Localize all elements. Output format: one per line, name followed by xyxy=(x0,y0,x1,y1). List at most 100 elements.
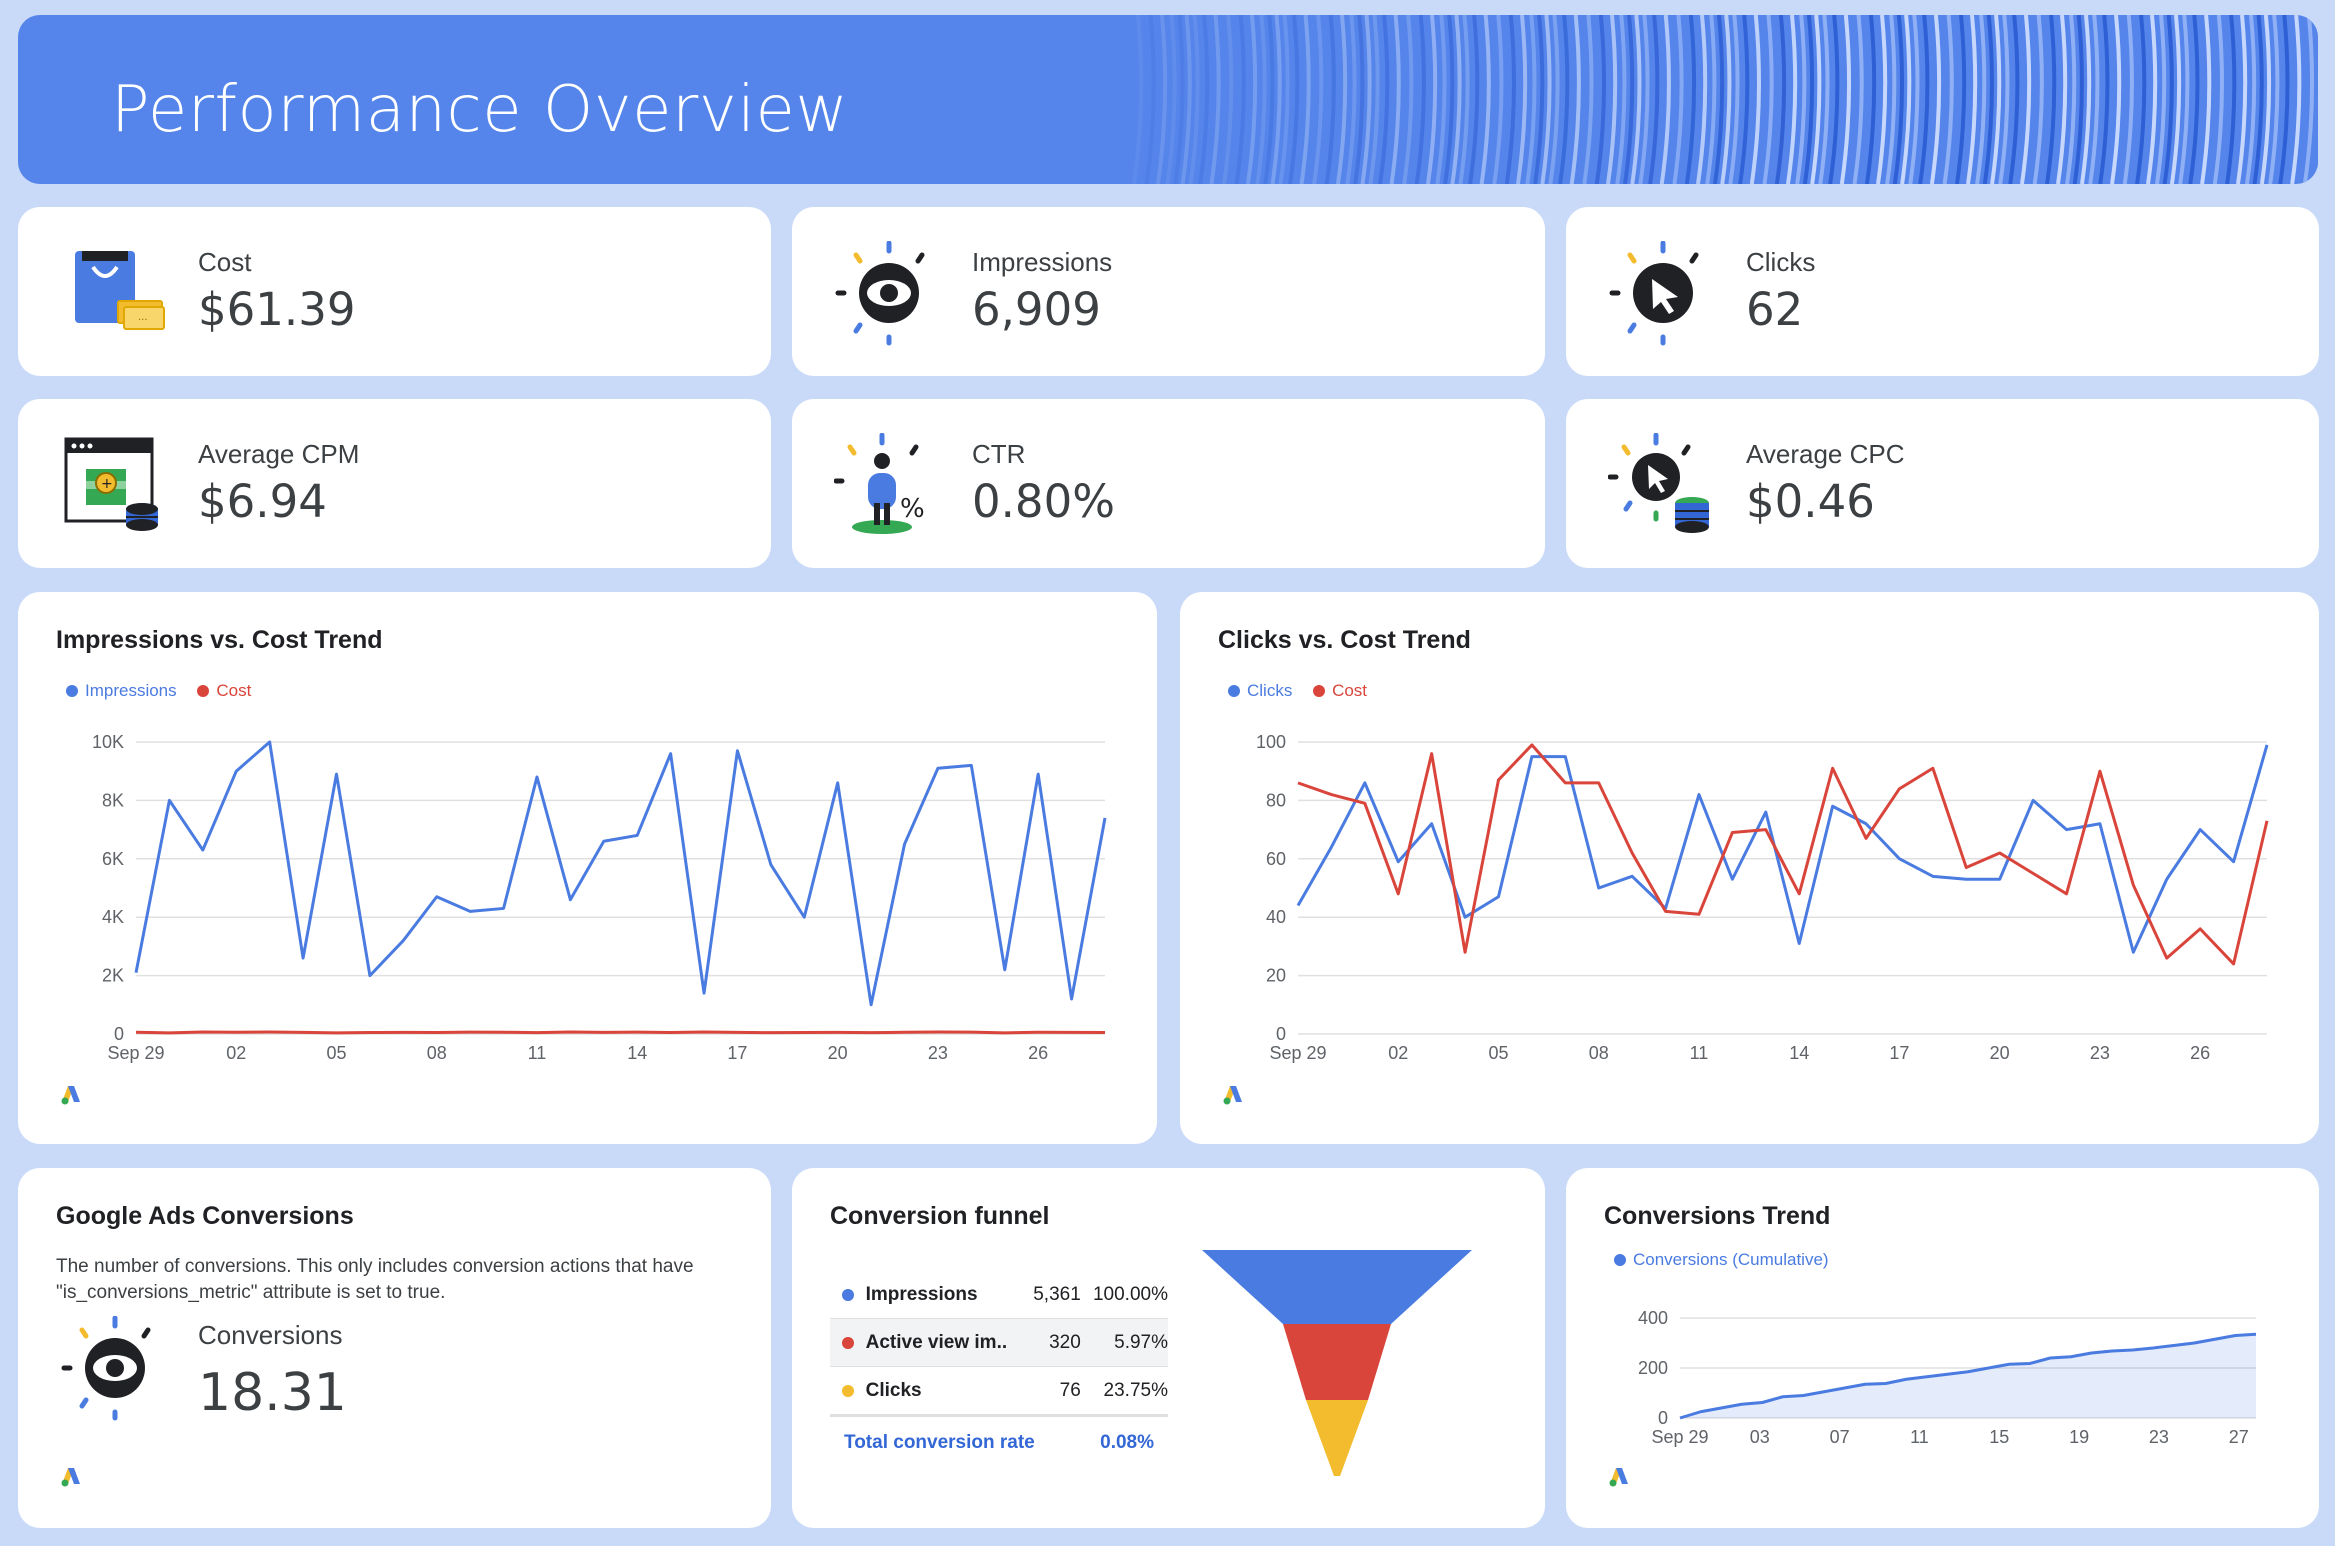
kpi-value: 62 xyxy=(1746,283,1804,336)
y-tick-label: 0 xyxy=(1276,1024,1286,1044)
x-tick-label: 19 xyxy=(2069,1427,2089,1447)
funnel-step-pct: 5.97% xyxy=(1114,1331,1168,1353)
header-banner: Performance Overview xyxy=(18,15,2318,184)
kpi-value: 0.80% xyxy=(972,475,1115,528)
y-tick-label: 2K xyxy=(102,966,124,986)
x-tick-label: 11 xyxy=(528,1043,547,1063)
x-tick-label: 26 xyxy=(2190,1043,2210,1063)
x-tick-label: 03 xyxy=(1750,1427,1770,1447)
total-value: 0.08% xyxy=(1100,1432,1154,1453)
funnel-step-value: 76 xyxy=(1059,1379,1081,1401)
conversions-trend-card: Conversions Trend Conversions (Cumulativ… xyxy=(1566,1168,2319,1528)
funnel-stage-impressions[interactable] xyxy=(1202,1250,1472,1324)
svg-text:%: % xyxy=(900,494,925,524)
funnel-row[interactable]: Active view im... 320 5.97% xyxy=(830,1319,1168,1367)
x-tick-label: 05 xyxy=(1488,1043,1508,1063)
card-description: The number of conversions. This only inc… xyxy=(56,1256,694,1303)
chart-legend: Conversions (Cumulative) xyxy=(1614,1250,1845,1271)
google-ads-logo-icon xyxy=(1609,1468,1628,1487)
funnel-stage-clicks[interactable] xyxy=(1306,1400,1368,1476)
legend-item-cost[interactable]: Cost xyxy=(1313,681,1367,701)
series-dot xyxy=(842,1384,854,1397)
legend-item-cost[interactable]: Cost xyxy=(197,681,251,701)
x-tick-label: Sep 29 xyxy=(1269,1043,1326,1063)
x-tick-label: 14 xyxy=(1789,1043,1809,1063)
x-tick-label: 27 xyxy=(2229,1427,2249,1447)
kpi-value: $6.94 xyxy=(198,475,327,528)
conversions-label: Conversions xyxy=(198,1320,343,1350)
conversions-area-chart[interactable]: 0 200 400 Sep 29 03 07 11 15 19 23 27 xyxy=(1566,1168,2319,1528)
svg-text:···: ··· xyxy=(138,315,148,326)
kpi-card-average-cpm: + Average CPM $6.94 xyxy=(18,399,771,568)
x-tick-label: Sep 29 xyxy=(107,1043,164,1063)
impressions-cost-chart-card: Impressions vs. Cost Trend Impressions C… xyxy=(18,592,1157,1144)
legend-item-clicks[interactable]: Clicks xyxy=(1228,681,1292,701)
browser-money-icon: + xyxy=(64,437,158,531)
funnel-step-pct: 23.75% xyxy=(1103,1379,1168,1401)
google-ads-logo-icon xyxy=(61,1086,80,1105)
legend-label: Cost xyxy=(1332,681,1368,700)
y-tick-label: 8K xyxy=(102,790,124,810)
google-ads-conversions-card: Google Ads Conversions The number of con… xyxy=(18,1168,771,1528)
conversions-value: 18.31 xyxy=(198,1363,347,1423)
funnel-chart[interactable] xyxy=(1202,1250,1482,1480)
funnel-step-value: 320 xyxy=(1049,1331,1081,1353)
card-title: Google Ads Conversions xyxy=(56,1202,354,1230)
kpi-label: Cost xyxy=(198,247,252,277)
legend-label: Impressions xyxy=(85,681,177,700)
clicks-cost-line-chart[interactable]: 0 20 40 60 80 100 Sep 29 02 05 08 11 14 17 20 23 26 xyxy=(1180,592,2319,1144)
kpi-value: 6,909 xyxy=(972,283,1101,336)
kpi-card-average-cpc: Average CPC $0.46 xyxy=(1566,399,2319,568)
chart-title: Clicks vs. Cost Trend xyxy=(1218,626,1471,654)
impressions-cost-line-chart[interactable]: 0 2K 4K 6K 8K 10K Sep 29 02 05 08 11 14 17 20 23 26 xyxy=(18,592,1157,1144)
legend-item-impressions[interactable]: Impressions xyxy=(66,681,177,701)
legend-item-conversions[interactable]: Conversions (Cumulative) xyxy=(1614,1250,1829,1270)
series-line-cost xyxy=(1297,743,2269,966)
kpi-label: CTR xyxy=(972,439,1026,469)
x-tick-label: 11 xyxy=(1690,1043,1709,1063)
x-tick-label: 15 xyxy=(1989,1427,2009,1447)
funnel-row[interactable]: Clicks 76 23.75% xyxy=(830,1367,1168,1415)
card-title: Conversion funnel xyxy=(830,1202,1050,1230)
chart-legend: Impressions Cost xyxy=(66,681,267,702)
google-ads-logo-icon xyxy=(61,1468,80,1487)
kpi-label: Impressions xyxy=(972,247,1113,277)
x-tick-label: 05 xyxy=(326,1043,346,1063)
total-label: Total conversion rate xyxy=(844,1432,1035,1453)
funnel-stage-active-view[interactable] xyxy=(1283,1324,1391,1400)
series-area xyxy=(1680,1334,2256,1418)
x-tick-label: 11 xyxy=(1910,1427,1929,1447)
x-tick-label: 08 xyxy=(1589,1043,1609,1063)
legend-label: Clicks xyxy=(1247,681,1293,700)
y-tick-label: 6K xyxy=(102,849,124,869)
cursor-coins-icon xyxy=(1608,433,1709,533)
x-tick-label: 23 xyxy=(928,1043,948,1063)
funnel-table: Impressions 5,361 100.00% Active view im… xyxy=(830,1271,1168,1469)
x-tick-label: 17 xyxy=(727,1043,747,1063)
series-dot xyxy=(842,1288,854,1301)
conversion-funnel-card: Conversion funnel Impressions 5,361 100.… xyxy=(792,1168,1545,1528)
series-line-conversions-cumulative- xyxy=(1679,1332,2257,1420)
x-tick-label: 02 xyxy=(226,1043,246,1063)
chart-legend: Clicks Cost xyxy=(1228,681,1383,702)
y-tick-label: 10K xyxy=(92,732,124,752)
series-line-clicks xyxy=(1296,744,2269,954)
x-tick-label: 07 xyxy=(1830,1427,1850,1447)
x-tick-label: 20 xyxy=(828,1043,848,1063)
person-percent-icon: % xyxy=(834,433,925,534)
svg-text:+: + xyxy=(101,476,113,492)
chart-title: Conversions Trend xyxy=(1604,1202,1831,1230)
kpi-value: $0.46 xyxy=(1746,475,1875,528)
kpi-card-impressions: Impressions 6,909 xyxy=(792,207,1545,376)
y-tick-label: 0 xyxy=(1658,1408,1668,1428)
chart-title: Impressions vs. Cost Trend xyxy=(56,626,383,654)
page-title: Performance Overview xyxy=(111,73,849,147)
kpi-card-ctr: % CTR 0.80% xyxy=(792,399,1545,568)
y-tick-label: 40 xyxy=(1266,907,1286,927)
legend-label: Cost xyxy=(216,681,252,700)
y-tick-label: 200 xyxy=(1638,1358,1668,1378)
funnel-step-value: 5,361 xyxy=(1033,1283,1081,1305)
y-tick-label: 0 xyxy=(114,1024,124,1044)
funnel-row[interactable]: Impressions 5,361 100.00% xyxy=(830,1271,1168,1319)
kpi-value: $61.39 xyxy=(198,283,356,336)
